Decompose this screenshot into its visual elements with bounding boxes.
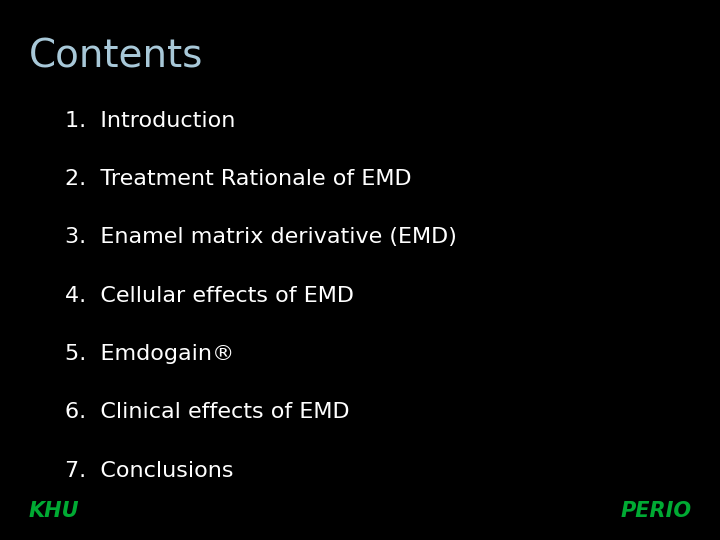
Text: 1.  Introduction: 1. Introduction xyxy=(65,111,235,131)
Text: 3.  Enamel matrix derivative (EMD): 3. Enamel matrix derivative (EMD) xyxy=(65,227,456,247)
Text: 7.  Conclusions: 7. Conclusions xyxy=(65,461,233,481)
Text: 5.  Emdogain®: 5. Emdogain® xyxy=(65,344,234,364)
Text: KHU: KHU xyxy=(29,501,79,521)
Text: PERIO: PERIO xyxy=(620,501,691,521)
Text: 6.  Clinical effects of EMD: 6. Clinical effects of EMD xyxy=(65,402,349,422)
Text: 4.  Cellular effects of EMD: 4. Cellular effects of EMD xyxy=(65,286,354,306)
Text: Contents: Contents xyxy=(29,38,203,76)
Text: 2.  Treatment Rationale of EMD: 2. Treatment Rationale of EMD xyxy=(65,169,411,189)
